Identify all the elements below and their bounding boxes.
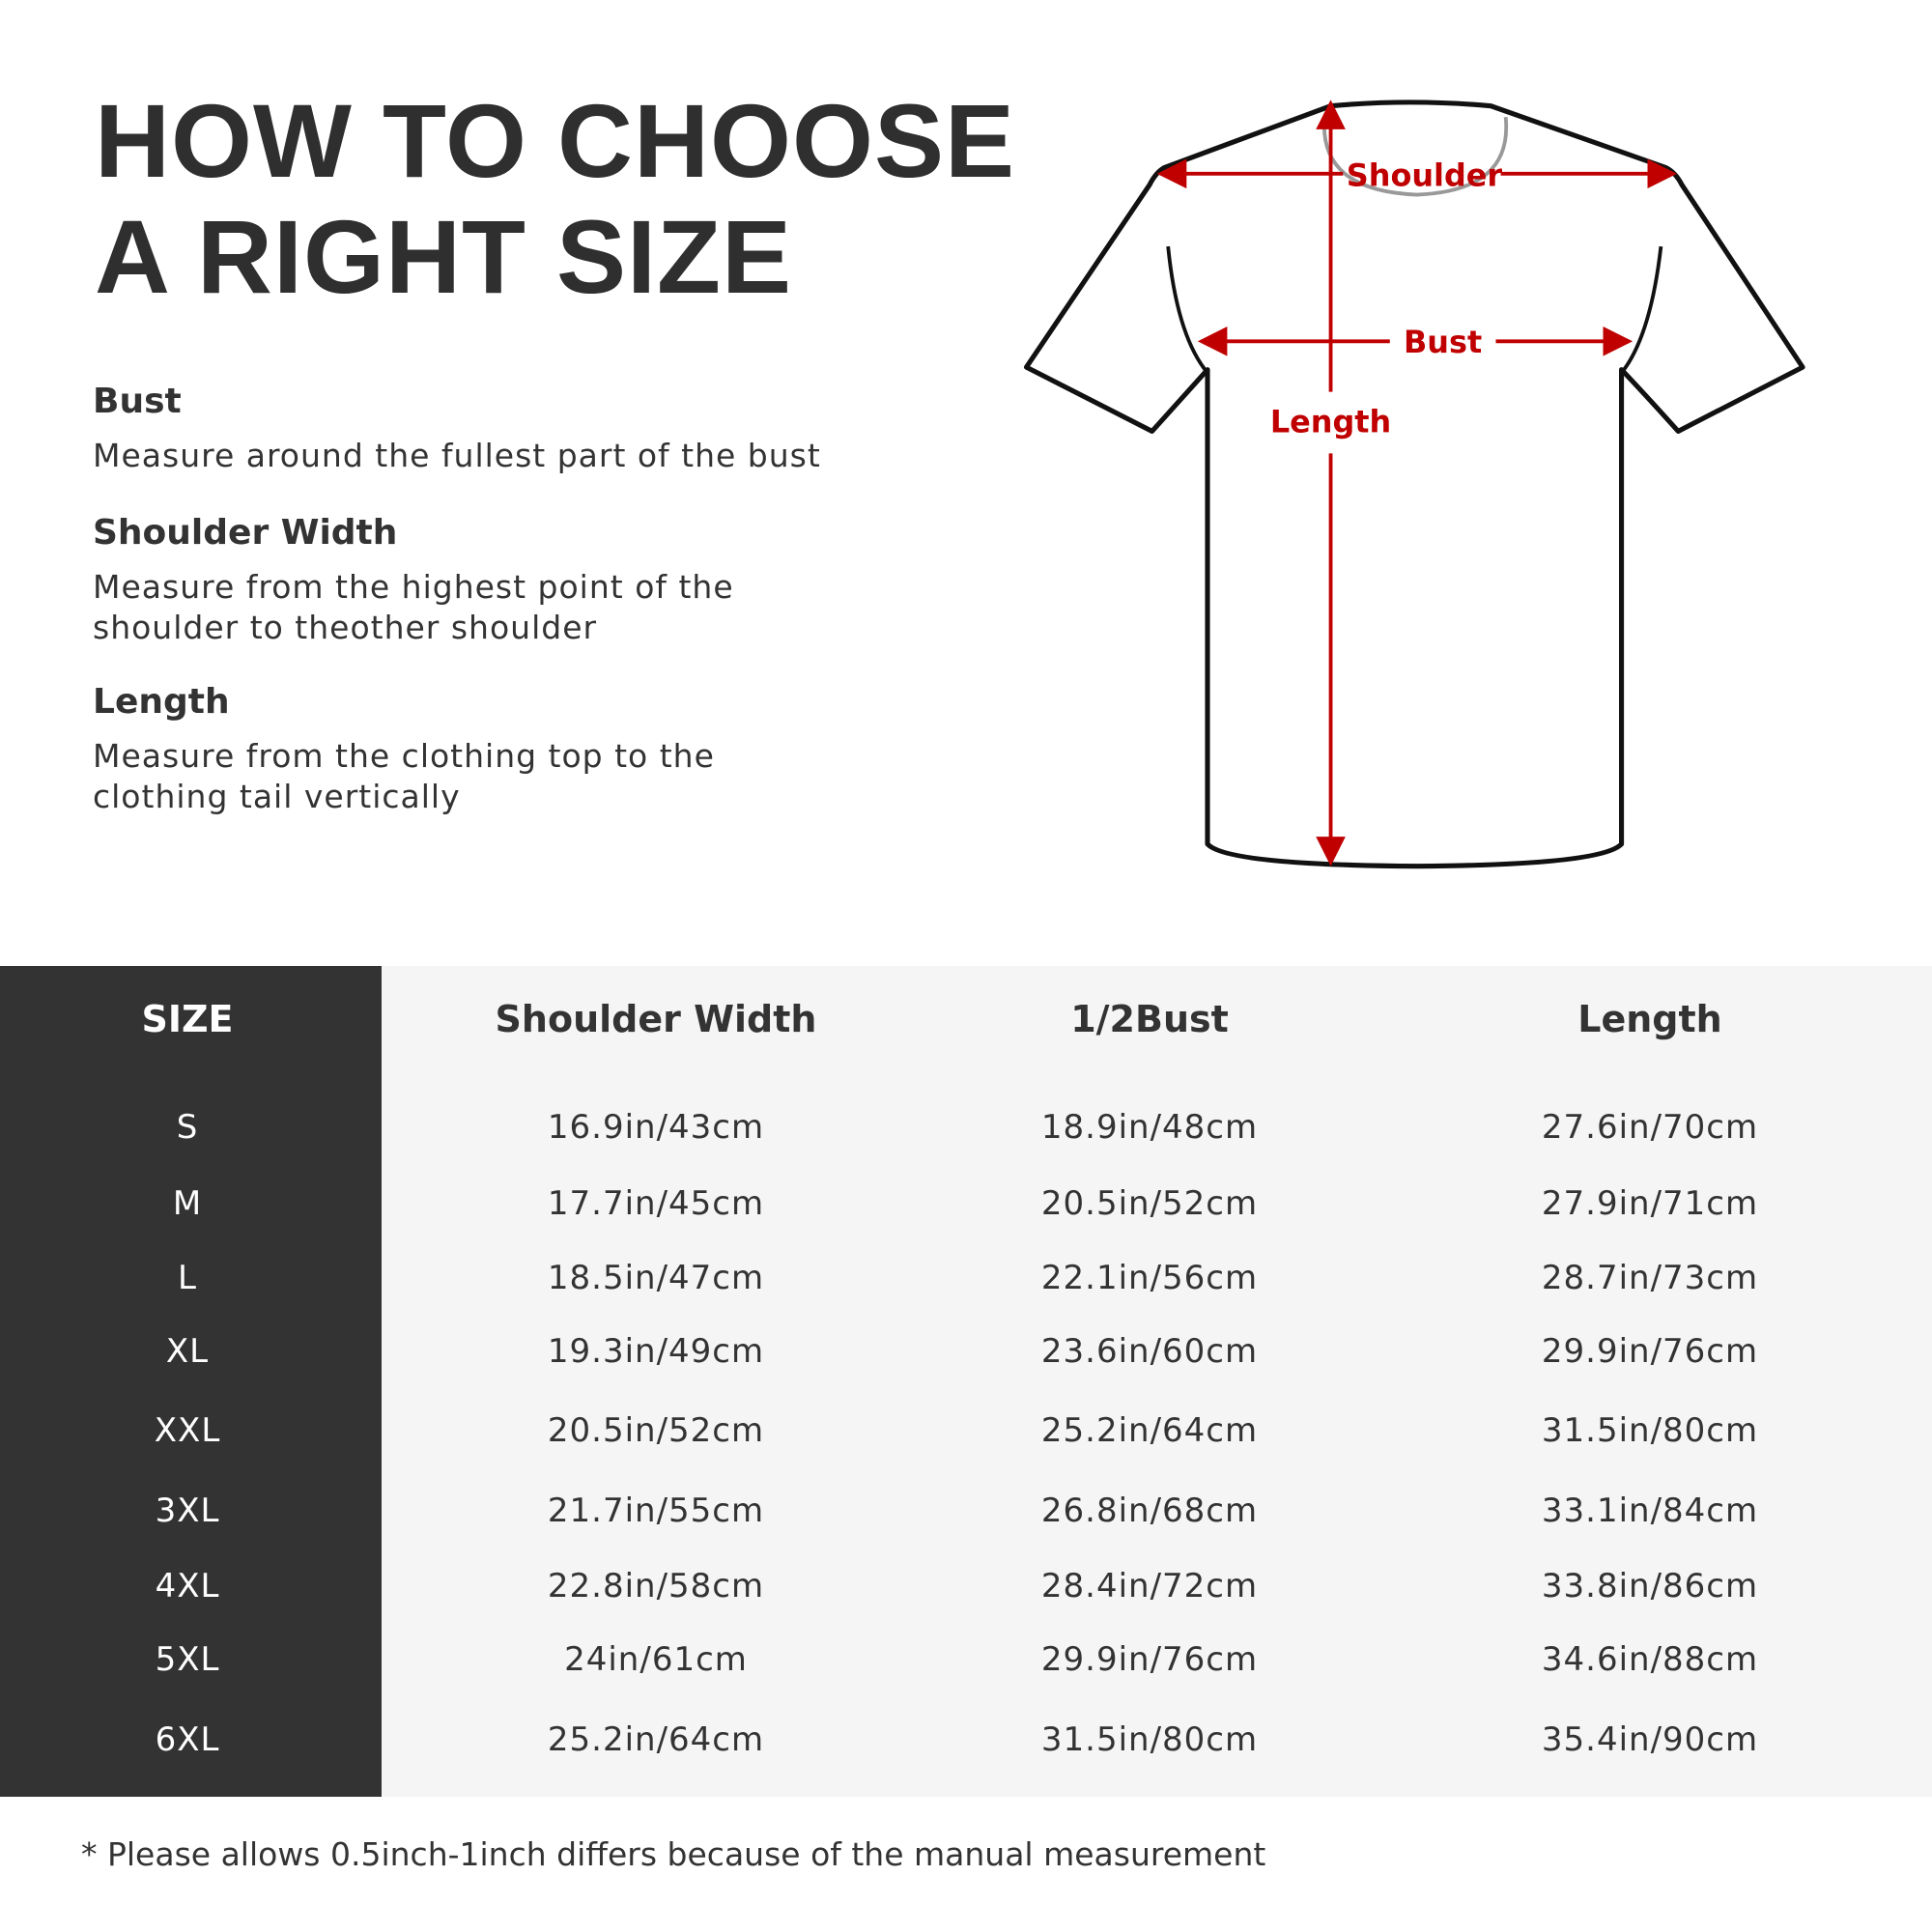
length-description-1: Measure from the clothing top to the — [93, 737, 715, 775]
length-label: Length — [1270, 404, 1391, 440]
cell-size: M — [172, 1184, 203, 1223]
cell-half-bust: 22.1in/56cm — [1040, 1259, 1259, 1297]
armhole-right — [1622, 245, 1663, 371]
header-length: Length — [1577, 998, 1722, 1040]
cell-size: XL — [165, 1332, 210, 1371]
cell-length: 34.6in/88cm — [1541, 1640, 1759, 1679]
title-line-2: A RIGHT SIZE — [95, 198, 793, 315]
cell-size: L — [178, 1259, 197, 1297]
cell-half-bust: 31.5in/80cm — [1040, 1720, 1259, 1759]
cell-shoulder-width: 17.7in/45cm — [547, 1184, 765, 1223]
shoulder-label: Shoulder — [1347, 157, 1503, 194]
cell-half-bust: 26.8in/68cm — [1040, 1492, 1259, 1530]
shoulder-description-1: Measure from the highest point of the — [93, 568, 734, 606]
title-line-1: HOW TO CHOOSE — [95, 82, 1016, 199]
cell-shoulder-width: 22.8in/58cm — [547, 1567, 765, 1605]
bust-description: Measure around the fullest part of the b… — [93, 437, 821, 474]
header-shoulder-width: Shoulder Width — [495, 998, 817, 1040]
cell-shoulder-width: 16.9in/43cm — [547, 1108, 765, 1147]
cell-size: XXL — [154, 1411, 221, 1450]
cell-size: 5XL — [155, 1640, 220, 1679]
armhole-left — [1166, 245, 1207, 371]
size-column — [0, 966, 382, 1797]
bust-heading: Bust — [93, 382, 182, 421]
cell-length: 35.4in/90cm — [1541, 1720, 1759, 1759]
header-size: SIZE — [141, 998, 234, 1040]
shoulder-description-2: shoulder to theother shoulder — [93, 609, 598, 646]
length-heading: Length — [93, 682, 230, 722]
shoulder-heading: Shoulder Width — [93, 513, 398, 553]
cell-length: 33.8in/86cm — [1541, 1567, 1759, 1605]
tshirt-outline — [1023, 99, 1805, 869]
cell-length: 31.5in/80cm — [1541, 1411, 1759, 1450]
cell-half-bust: 28.4in/72cm — [1040, 1567, 1259, 1605]
cell-size: 4XL — [155, 1567, 220, 1605]
cell-size: 6XL — [155, 1720, 220, 1759]
cell-shoulder-width: 18.5in/47cm — [547, 1259, 765, 1297]
header-half-bust: 1/2Bust — [1070, 998, 1229, 1040]
cell-shoulder-width: 25.2in/64cm — [547, 1720, 765, 1759]
cell-shoulder-width: 19.3in/49cm — [547, 1332, 765, 1371]
bust-label: Bust — [1404, 324, 1482, 360]
footer-note: * Please allows 0.5inch-1inch differs be… — [81, 1835, 1266, 1873]
cell-half-bust: 23.6in/60cm — [1040, 1332, 1259, 1371]
size-chart-table: SIZE Shoulder Width 1/2Bust Length S 16.9in/4… — [0, 966, 1932, 1797]
cell-shoulder-width: 20.5in/52cm — [547, 1411, 765, 1450]
cell-length: 29.9in/76cm — [1541, 1332, 1759, 1371]
cell-length: 28.7in/73cm — [1541, 1259, 1759, 1297]
cell-half-bust: 18.9in/48cm — [1040, 1108, 1259, 1147]
cell-shoulder-width: 24in/61cm — [564, 1640, 748, 1679]
cell-half-bust: 29.9in/76cm — [1040, 1640, 1259, 1679]
length-description-2: clothing tail vertically — [93, 778, 461, 815]
cell-half-bust: 25.2in/64cm — [1040, 1411, 1259, 1450]
cell-length: 27.9in/71cm — [1541, 1184, 1759, 1223]
cell-length: 33.1in/84cm — [1541, 1492, 1759, 1530]
cell-shoulder-width: 21.7in/55cm — [547, 1492, 765, 1530]
cell-half-bust: 20.5in/52cm — [1040, 1184, 1259, 1223]
cell-length: 27.6in/70cm — [1541, 1108, 1759, 1147]
cell-size: 3XL — [155, 1492, 220, 1530]
cell-size: S — [176, 1108, 199, 1147]
